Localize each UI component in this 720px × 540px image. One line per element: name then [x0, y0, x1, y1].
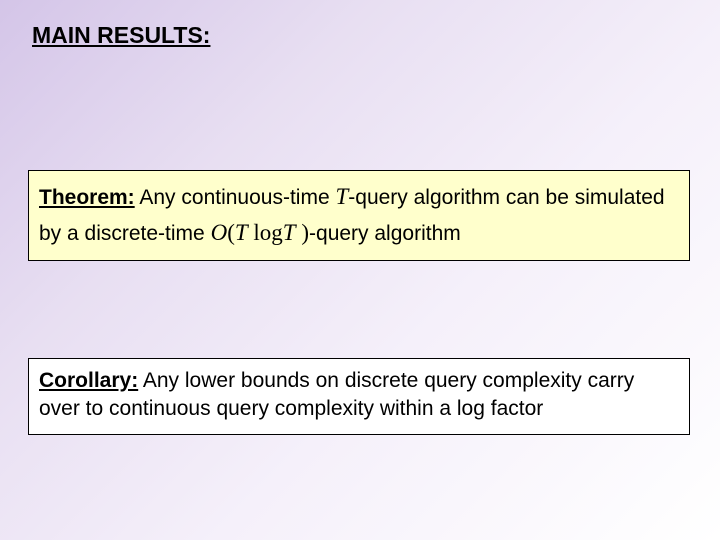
- corollary-label: Corollary:: [39, 369, 138, 392]
- theorem-text-1: Any continuous-time: [135, 186, 336, 209]
- theorem-label: Theorem:: [39, 186, 135, 209]
- corollary-box: Corollary: Any lower bounds on discrete …: [28, 358, 690, 435]
- theorem-box: Theorem: Any continuous-time T -query alg…: [28, 170, 690, 261]
- theorem-math-O: O: [211, 220, 228, 245]
- theorem-text-3: -query algorithm: [309, 222, 461, 245]
- theorem-math-rparen: ): [301, 220, 309, 245]
- theorem-math-lparen: (: [227, 220, 235, 245]
- theorem-math-T1: T: [335, 184, 348, 209]
- main-heading: MAIN RESULTS:: [32, 22, 210, 49]
- theorem-math-log: log: [253, 220, 282, 245]
- theorem-math-T3: T: [283, 220, 296, 245]
- theorem-math-T2: T: [235, 220, 248, 245]
